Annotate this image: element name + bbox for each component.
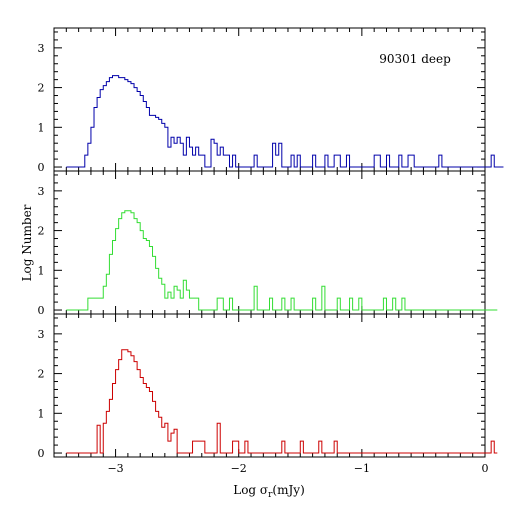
y-tick-label: 2 bbox=[38, 225, 45, 238]
dataset-annotation: 90301 deep bbox=[379, 52, 451, 66]
x-axis-label-main: Log σ bbox=[233, 483, 268, 497]
histogram-panel-2: 0 1 2 3 bbox=[38, 170, 498, 317]
histogram-panel-3: 0 1 2 3 bbox=[38, 313, 498, 460]
x-tick-label: −2 bbox=[231, 462, 247, 475]
x-axis-label-subscript: r bbox=[268, 490, 273, 500]
panel-frame bbox=[53, 27, 486, 172]
x-axis-label-unit: (mJy) bbox=[272, 483, 304, 497]
panels-group: 0 1 2 3 0 1 2 3 0 1 2 3 bbox=[38, 27, 504, 460]
histogram-series-1 bbox=[66, 75, 504, 168]
y-tick-label: 1 bbox=[38, 264, 45, 277]
y-tick-label: 1 bbox=[38, 407, 45, 420]
histogram-panel-1: 0 1 2 3 bbox=[38, 27, 504, 174]
y-axis-label: Log Number bbox=[20, 204, 34, 281]
panel-frame bbox=[53, 313, 486, 458]
y-tick-label: 3 bbox=[38, 328, 45, 341]
x-tick-label: −3 bbox=[107, 462, 123, 475]
x-tick-label: 0 bbox=[482, 462, 489, 475]
y-tick-label: 0 bbox=[38, 447, 45, 460]
y-tick-label: 0 bbox=[38, 304, 45, 317]
x-axis-label: Log σr(mJy) bbox=[233, 483, 305, 500]
y-tick-label: 1 bbox=[38, 121, 45, 134]
y-tick-label: 2 bbox=[38, 368, 45, 381]
y-tick-label: 3 bbox=[38, 42, 45, 55]
y-tick-label: 0 bbox=[38, 161, 45, 174]
x-tick-label: −1 bbox=[354, 462, 370, 475]
histogram-series-3 bbox=[66, 349, 498, 454]
y-tick-label: 2 bbox=[38, 82, 45, 95]
y-tick-label: 3 bbox=[38, 185, 45, 198]
histogram-series-2 bbox=[66, 210, 498, 311]
panel-frame bbox=[53, 170, 486, 315]
x-axis: −3 −2 −1 0 bbox=[107, 462, 488, 475]
